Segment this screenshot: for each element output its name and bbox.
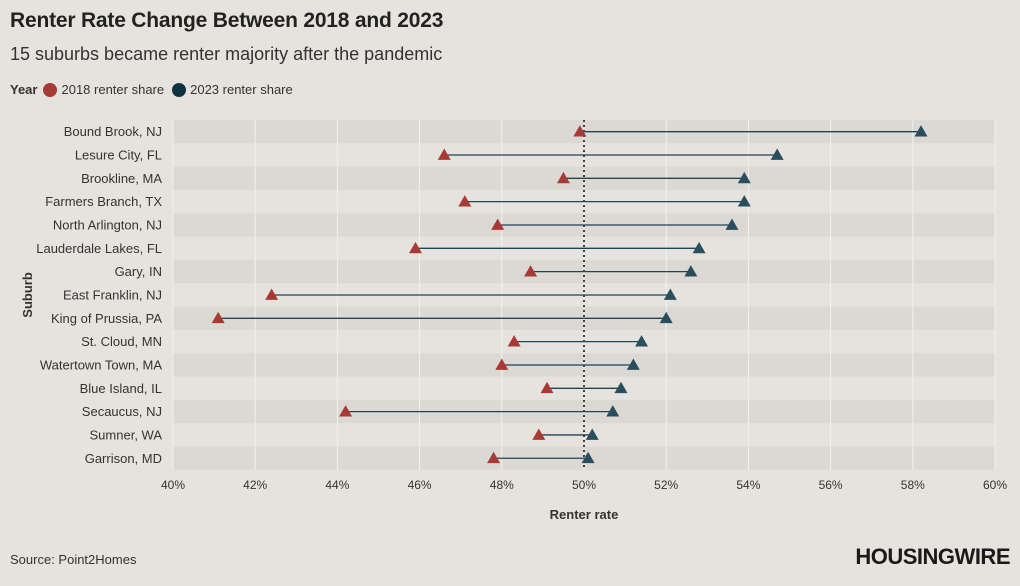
y-axis-title: Suburb — [20, 272, 35, 318]
marker-2023 — [692, 241, 706, 254]
x-axis-title: Renter rate — [550, 507, 619, 522]
marker-2018 — [540, 381, 554, 394]
legend-label-2018: 2018 renter share — [61, 82, 165, 97]
y-tick-label: Blue Island, IL — [80, 381, 162, 396]
y-tick-label: Secaucus, NJ — [82, 404, 162, 419]
x-tick-label: 56% — [819, 478, 843, 492]
marker-2018 — [495, 358, 509, 370]
y-tick-label: Garrison, MD — [85, 451, 162, 466]
x-tick-label: 58% — [901, 478, 925, 492]
y-tick-label: Sumner, WA — [90, 427, 163, 442]
marker-2023 — [635, 335, 649, 347]
y-tick-label: North Arlington, NJ — [53, 217, 162, 232]
x-tick-label: 40% — [161, 478, 185, 492]
marker-2023 — [684, 265, 698, 277]
y-tick-label: King of Prussia, PA — [51, 311, 162, 326]
marker-2023 — [626, 358, 640, 370]
x-tick-label: 48% — [490, 478, 514, 492]
marker-2018 — [507, 335, 521, 347]
x-tick-label: 60% — [983, 478, 1007, 492]
marker-2023 — [737, 171, 751, 184]
marker-2023 — [663, 288, 677, 300]
legend-label-2023: 2023 renter share — [190, 82, 293, 97]
marker-2023 — [585, 428, 599, 440]
legend-dot-2023 — [172, 82, 187, 97]
source-note: Source: Point2Homes — [10, 552, 137, 567]
marker-2023 — [770, 148, 784, 160]
legend-dot-2018 — [43, 82, 58, 97]
marker-2018 — [211, 311, 225, 324]
marker-2018 — [458, 195, 472, 207]
y-tick-label: Farmers Branch, TX — [45, 194, 162, 209]
legend-title: Year — [10, 82, 38, 97]
marker-2023 — [581, 451, 595, 464]
marker-2018 — [487, 451, 501, 464]
chart-subtitle: 15 suburbs became renter majority after … — [10, 44, 443, 64]
legend-item-2023: 2023 renter share — [172, 82, 293, 97]
x-tick-label: 46% — [408, 478, 432, 492]
marker-2023 — [725, 218, 739, 230]
x-tick-label: 52% — [654, 478, 678, 492]
marker-2018 — [437, 148, 451, 160]
marker-2023 — [914, 125, 928, 137]
marker-2018 — [524, 265, 538, 277]
y-tick-label: Gary, IN — [115, 264, 162, 279]
legend-item-2018: 2018 renter share — [43, 82, 164, 97]
y-tick-label: Lesure City, FL — [75, 147, 162, 162]
legend: Year 2018 renter share 2023 renter share — [10, 82, 301, 97]
marker-2018 — [265, 288, 279, 300]
x-tick-label: 42% — [243, 478, 267, 492]
marker-2018 — [408, 241, 422, 254]
x-tick-label: 50% — [572, 478, 596, 492]
marker-2023 — [737, 195, 751, 207]
marker-2023 — [659, 311, 673, 324]
y-tick-label: East Franklin, NJ — [63, 287, 162, 302]
marker-2023 — [606, 405, 620, 417]
marker-2018 — [532, 428, 546, 440]
marker-2018 — [339, 405, 353, 417]
marker-2018 — [491, 218, 505, 230]
marker-2018 — [556, 171, 570, 184]
y-tick-label: St. Cloud, MN — [81, 334, 162, 349]
y-tick-label: Bound Brook, NJ — [64, 124, 162, 139]
marker-2018 — [573, 125, 587, 137]
housingwire-logo: HOUSINGWIRE — [855, 544, 1010, 569]
y-tick-label: Brookline, MA — [81, 171, 162, 186]
x-tick-label: 54% — [736, 478, 760, 492]
x-tick-label: 44% — [325, 478, 349, 492]
marker-2023 — [614, 381, 628, 394]
y-tick-label: Watertown Town, MA — [40, 357, 162, 372]
chart-title: Renter Rate Change Between 2018 and 2023 — [10, 9, 444, 32]
y-tick-label: Lauderdale Lakes, FL — [36, 241, 162, 256]
